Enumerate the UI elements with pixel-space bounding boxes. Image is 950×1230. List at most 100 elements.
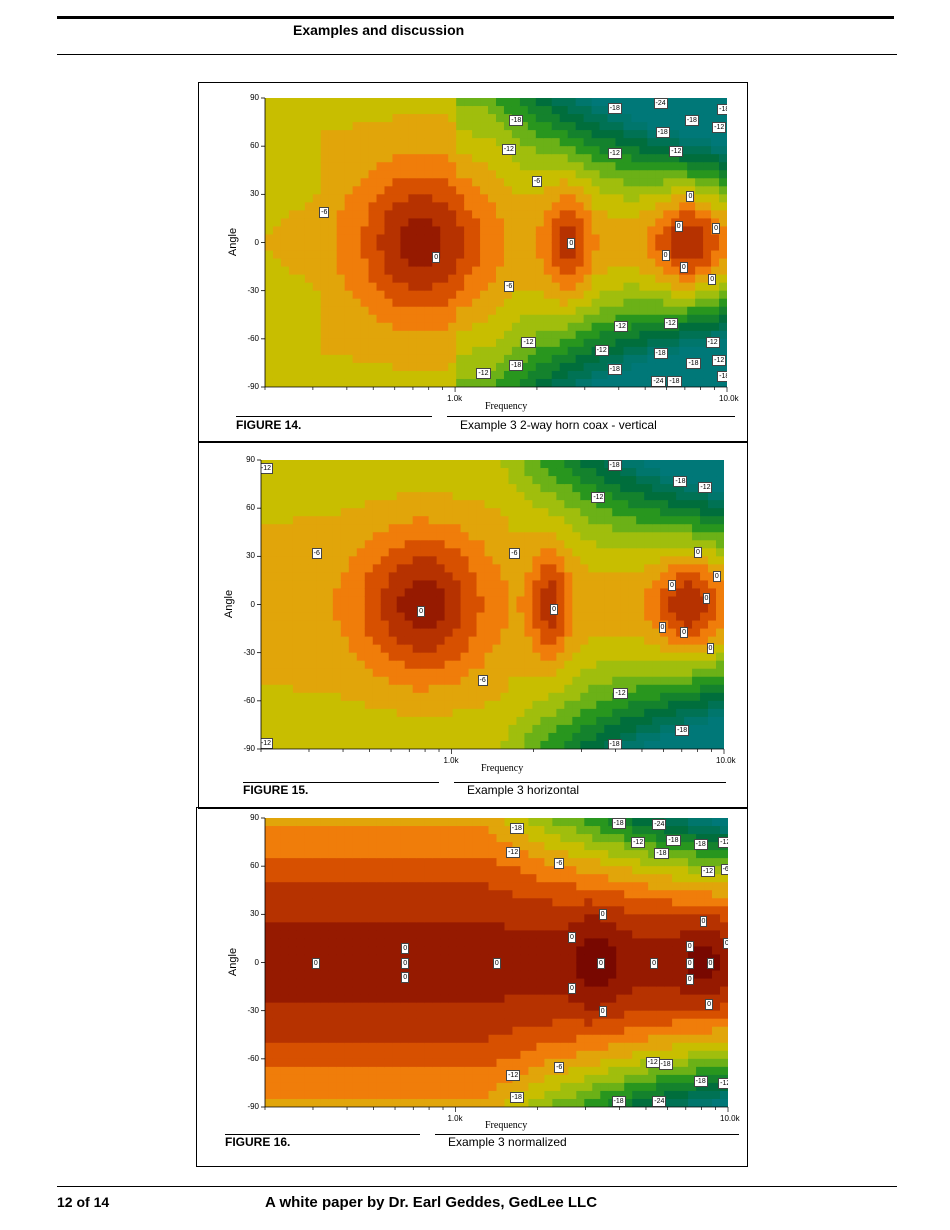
heatmap-cell bbox=[312, 1066, 322, 1076]
heatmap-cell bbox=[272, 1050, 282, 1060]
heatmap-cell bbox=[312, 290, 322, 300]
heatmap-cell bbox=[261, 508, 270, 517]
heatmap-cell bbox=[452, 484, 462, 493]
heatmap-cell bbox=[356, 740, 366, 749]
heatmap-cell bbox=[292, 660, 302, 670]
heatmap-cell bbox=[711, 186, 720, 195]
heatmap-cell bbox=[644, 540, 653, 549]
heatmap-cell bbox=[388, 476, 398, 485]
heatmap-cell bbox=[700, 668, 709, 678]
heatmap-cell bbox=[692, 660, 701, 670]
heatmap-cell bbox=[388, 468, 398, 477]
heatmap-cell bbox=[392, 842, 402, 851]
heatmap-cell bbox=[700, 548, 709, 557]
heatmap-cell bbox=[288, 98, 298, 107]
heatmap-cell bbox=[304, 858, 314, 867]
heatmap-cell bbox=[548, 684, 557, 694]
heatmap-cell bbox=[376, 138, 386, 147]
heatmap-cell bbox=[396, 548, 406, 557]
heatmap-cell bbox=[703, 202, 712, 211]
heatmap-cell bbox=[551, 362, 561, 372]
heatmap-cell bbox=[456, 98, 465, 107]
heatmap-cell bbox=[292, 516, 302, 525]
heatmap-cell bbox=[472, 114, 481, 123]
heatmap-cell bbox=[436, 684, 446, 694]
heatmap-cell bbox=[623, 362, 633, 372]
heatmap-cell bbox=[655, 362, 664, 372]
heatmap-cell bbox=[671, 162, 680, 171]
heatmap-cell bbox=[384, 1042, 394, 1052]
heatmap-cell bbox=[620, 468, 629, 477]
heatmap-cell bbox=[280, 282, 290, 292]
heatmap-cell bbox=[631, 298, 640, 308]
heatmap-cell bbox=[368, 114, 378, 123]
heatmap-cell bbox=[284, 612, 294, 622]
heatmap-cell bbox=[476, 492, 486, 501]
heatmap-cell bbox=[711, 162, 720, 171]
heatmap-cell bbox=[348, 668, 358, 678]
heatmap-cell bbox=[444, 588, 454, 598]
heatmap-cell bbox=[416, 170, 425, 179]
heatmap-cell bbox=[265, 1098, 274, 1107]
heatmap-cell bbox=[312, 330, 322, 340]
heatmap-cell bbox=[360, 818, 370, 827]
heatmap-cell bbox=[268, 676, 278, 686]
heatmap-cell bbox=[384, 346, 394, 356]
heatmap-cell bbox=[535, 330, 545, 340]
heatmap-cell bbox=[356, 668, 366, 678]
heatmap-cell bbox=[456, 226, 465, 236]
heatmap-cell bbox=[567, 114, 577, 123]
heatmap-cell bbox=[684, 540, 693, 549]
heatmap-cell bbox=[615, 242, 625, 252]
heatmap-cell bbox=[296, 970, 306, 980]
heatmap-cell bbox=[280, 866, 290, 875]
heatmap-cell bbox=[352, 322, 362, 332]
heatmap-cell bbox=[588, 460, 597, 469]
heatmap-cell bbox=[480, 218, 489, 228]
heatmap-cell bbox=[412, 692, 422, 702]
heatmap-cell bbox=[336, 914, 346, 923]
heatmap-cell bbox=[280, 194, 290, 203]
heatmap-cell bbox=[356, 716, 366, 726]
heatmap-cell bbox=[716, 668, 724, 678]
heatmap-cell bbox=[304, 1074, 314, 1084]
heatmap-cell bbox=[265, 962, 274, 972]
heatmap-cell bbox=[424, 202, 433, 211]
heatmap-cell bbox=[328, 226, 338, 236]
heatmap-cell bbox=[631, 226, 640, 236]
heatmap-cell bbox=[480, 322, 489, 332]
heatmap-cell bbox=[500, 524, 510, 533]
heatmap-cell bbox=[360, 106, 370, 115]
heatmap-cell bbox=[676, 612, 685, 622]
heatmap-cell bbox=[580, 724, 589, 734]
heatmap-cell bbox=[476, 660, 486, 670]
heatmap-cell bbox=[660, 692, 669, 702]
heatmap-cell bbox=[416, 362, 425, 372]
heatmap-cell bbox=[516, 716, 526, 726]
heatmap-cell bbox=[527, 146, 537, 155]
heatmap-cell bbox=[588, 668, 597, 678]
heatmap-cell bbox=[328, 1010, 338, 1020]
heatmap-cell bbox=[519, 370, 529, 380]
heatmap-cell bbox=[551, 322, 561, 332]
heatmap-cell bbox=[408, 130, 417, 139]
heatmap-cell bbox=[272, 938, 282, 948]
heatmap-cell bbox=[304, 922, 314, 931]
heatmap-cell bbox=[583, 266, 593, 276]
heatmap-cell bbox=[636, 540, 645, 549]
heatmap-cell bbox=[480, 274, 489, 284]
heatmap-cell bbox=[368, 122, 378, 131]
heatmap-cell bbox=[623, 162, 633, 171]
heatmap-cell bbox=[695, 98, 704, 107]
heatmap-cell bbox=[280, 306, 290, 316]
heatmap-cell bbox=[488, 298, 497, 308]
heatmap-cell bbox=[456, 306, 465, 316]
heatmap-cell bbox=[508, 516, 518, 525]
heatmap-cell bbox=[492, 612, 502, 622]
heatmap-cell bbox=[265, 242, 274, 252]
heatmap-cell bbox=[280, 354, 290, 364]
heatmap-cell bbox=[599, 106, 609, 115]
heatmap-cell bbox=[476, 556, 486, 565]
heatmap-cell bbox=[364, 708, 374, 718]
heatmap-cell bbox=[288, 930, 298, 940]
